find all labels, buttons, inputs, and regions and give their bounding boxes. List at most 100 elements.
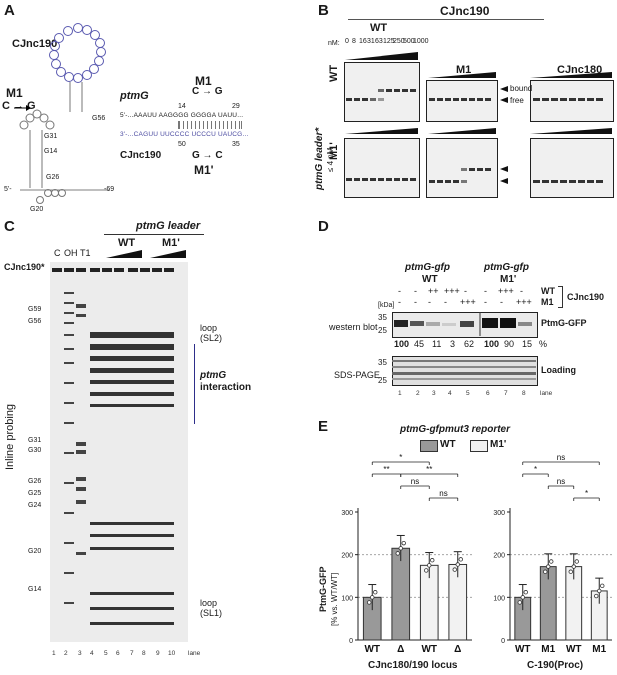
data-point-right-0-1: [520, 595, 525, 600]
data-point-right-1-0: [543, 569, 548, 574]
g31-label: G31: [28, 437, 42, 444]
m1p-bottom-mutation: G → C: [192, 150, 223, 161]
concentration-labels: 0 8 16 31 63 125 250 500 1000: [345, 38, 429, 45]
data-point-right-1-2: [549, 559, 554, 564]
right-group-label: C-190(Proc): [527, 660, 584, 671]
g20-label: G20: [30, 206, 44, 213]
data-point-right-2-0: [568, 569, 573, 574]
pos-29: 29: [232, 103, 240, 110]
x-label-left-1: Δ: [397, 644, 404, 655]
sig-left-4-text: ns: [439, 489, 447, 498]
g14-label: G14: [28, 586, 42, 593]
data-point-right-1-1: [546, 564, 551, 569]
x-label-left-2: WT: [421, 644, 437, 655]
sig-left-1-text: **: [383, 465, 389, 474]
data-point-right-2-1: [571, 564, 576, 569]
ptmg-gfp-label: PtmG-GFP: [541, 318, 587, 328]
sds-page-label: SDS-PAGE: [334, 370, 380, 380]
header-wt: WT: [370, 22, 388, 34]
panel-d-lane-numbers: 1 2 3 4 5 6 7 8 lane: [398, 390, 553, 397]
header-rule: [104, 234, 204, 235]
ptmg-interaction-1: ptmG: [200, 370, 227, 381]
y-tick-label-left-200: 200: [341, 553, 353, 560]
data-point-left-2-1: [427, 563, 432, 568]
data-point-right-0-2: [523, 590, 528, 595]
loop-sl2-label: loop: [200, 323, 218, 333]
inline-probing-bands: [52, 268, 174, 625]
data-point-right-0-0: [517, 600, 522, 605]
treatment-rows: - - ++ +++ - - +++ - - - - - +++ - - +++: [398, 286, 532, 307]
loop-sl2b-label: (SL2): [200, 333, 223, 343]
panel-a-letter: A: [4, 2, 15, 19]
y-tick-label-left-100: 100: [341, 595, 353, 602]
data-point-right-3-2: [600, 583, 605, 589]
five-prime: 5'-: [4, 186, 12, 193]
cjnc190-secondary-structure: [14, 23, 110, 204]
cjnc190-sequence: 3'-...CAGUU UUCCCC UCCCU UAUCG...: [120, 131, 249, 138]
m1-top-label: M1: [195, 74, 212, 88]
sig-left-2-text: ns: [411, 477, 419, 486]
panel-e-title: ptmG-gfpmut3 reporter: [400, 424, 510, 435]
gel-m1p-cjnc180: [530, 138, 614, 198]
x-label-right-2: WT: [566, 644, 582, 655]
sig-right-0-text: ns: [557, 453, 565, 462]
gel-m1p-wt: [344, 138, 420, 198]
data-point-left-1-0: [395, 551, 400, 556]
row-wt-label: WT: [541, 286, 555, 296]
g14-label: G14: [44, 148, 58, 155]
cjnc190-pair-label: CJnc190: [120, 150, 162, 161]
data-point-left-3-1: [455, 562, 460, 567]
panel-b-title: CJnc190: [440, 4, 490, 18]
g56-label: G56: [28, 318, 42, 325]
bound-label: bound: [510, 84, 533, 93]
header-m1p: M1': [162, 237, 180, 249]
data-point-left-0-2: [373, 590, 378, 595]
kda-25: 25: [378, 326, 387, 335]
legend-m1p-label: M1': [490, 439, 507, 450]
base-pairing-lines: [178, 121, 242, 129]
cjnc190-label: CJnc190: [12, 38, 58, 50]
ptmg-label: ptmG: [120, 90, 149, 102]
lane-oh-label: OH: [64, 248, 78, 258]
ptmg-sequence: 5'-...AAAUU AAGGGG GGGGA UAUU...: [120, 112, 244, 119]
data-point-left-3-0: [452, 567, 457, 572]
left-group-label: CJnc180/190 locus: [368, 660, 458, 671]
data-point-right-3-0: [594, 593, 599, 599]
bar-left-1: [391, 547, 411, 641]
sig-right-2-text: ns: [557, 477, 565, 486]
g25-label: G25: [28, 490, 42, 497]
sig-right-1-text: *: [534, 465, 537, 474]
panel-d-letter: D: [318, 218, 329, 235]
y-tick-label-right-300: 300: [493, 510, 505, 517]
m1p-bottom-label: M1': [194, 163, 214, 177]
western-bands: [394, 312, 532, 336]
cjnc190-bracket: [558, 286, 563, 308]
data-point-left-0-0: [367, 600, 372, 605]
x-label-right-1: M1: [541, 644, 555, 655]
ptmg-interaction-bar: [194, 344, 195, 424]
percent-row: 100 45 11 3 62 100 90 15 %: [394, 339, 548, 349]
sig-right-3-text: *: [585, 489, 588, 498]
lane-t1-label: T1: [80, 248, 91, 258]
header-m1: M1: [456, 64, 472, 76]
kda-35: 35: [378, 313, 387, 322]
data-point-right-2-2: [574, 559, 579, 564]
y-tick-label-right-200: 200: [493, 553, 505, 560]
three-prime: -69: [104, 186, 115, 193]
data-point-right-3-1: [597, 588, 602, 594]
loop-sl1-label: loop: [200, 598, 218, 608]
concentration-wedges: [345, 52, 612, 134]
g30-label: G30: [28, 447, 42, 454]
western-label: western blot: [329, 322, 378, 332]
pos-35: 35: [232, 141, 240, 148]
kda-35b: 35: [378, 358, 387, 367]
wt-title-1: ptmG-gfp: [405, 262, 450, 273]
data-point-left-2-0: [424, 568, 429, 573]
g56-label: G56: [92, 115, 106, 122]
m1p-title-2: M1': [500, 274, 517, 285]
m1-label: M1: [6, 86, 23, 100]
panel-c-lane-numbers: 1 2 3 4 5 6 7 8 9 10 lane: [52, 650, 201, 657]
panel-e-letter: E: [318, 418, 329, 435]
kda-25b: 25: [378, 376, 387, 385]
